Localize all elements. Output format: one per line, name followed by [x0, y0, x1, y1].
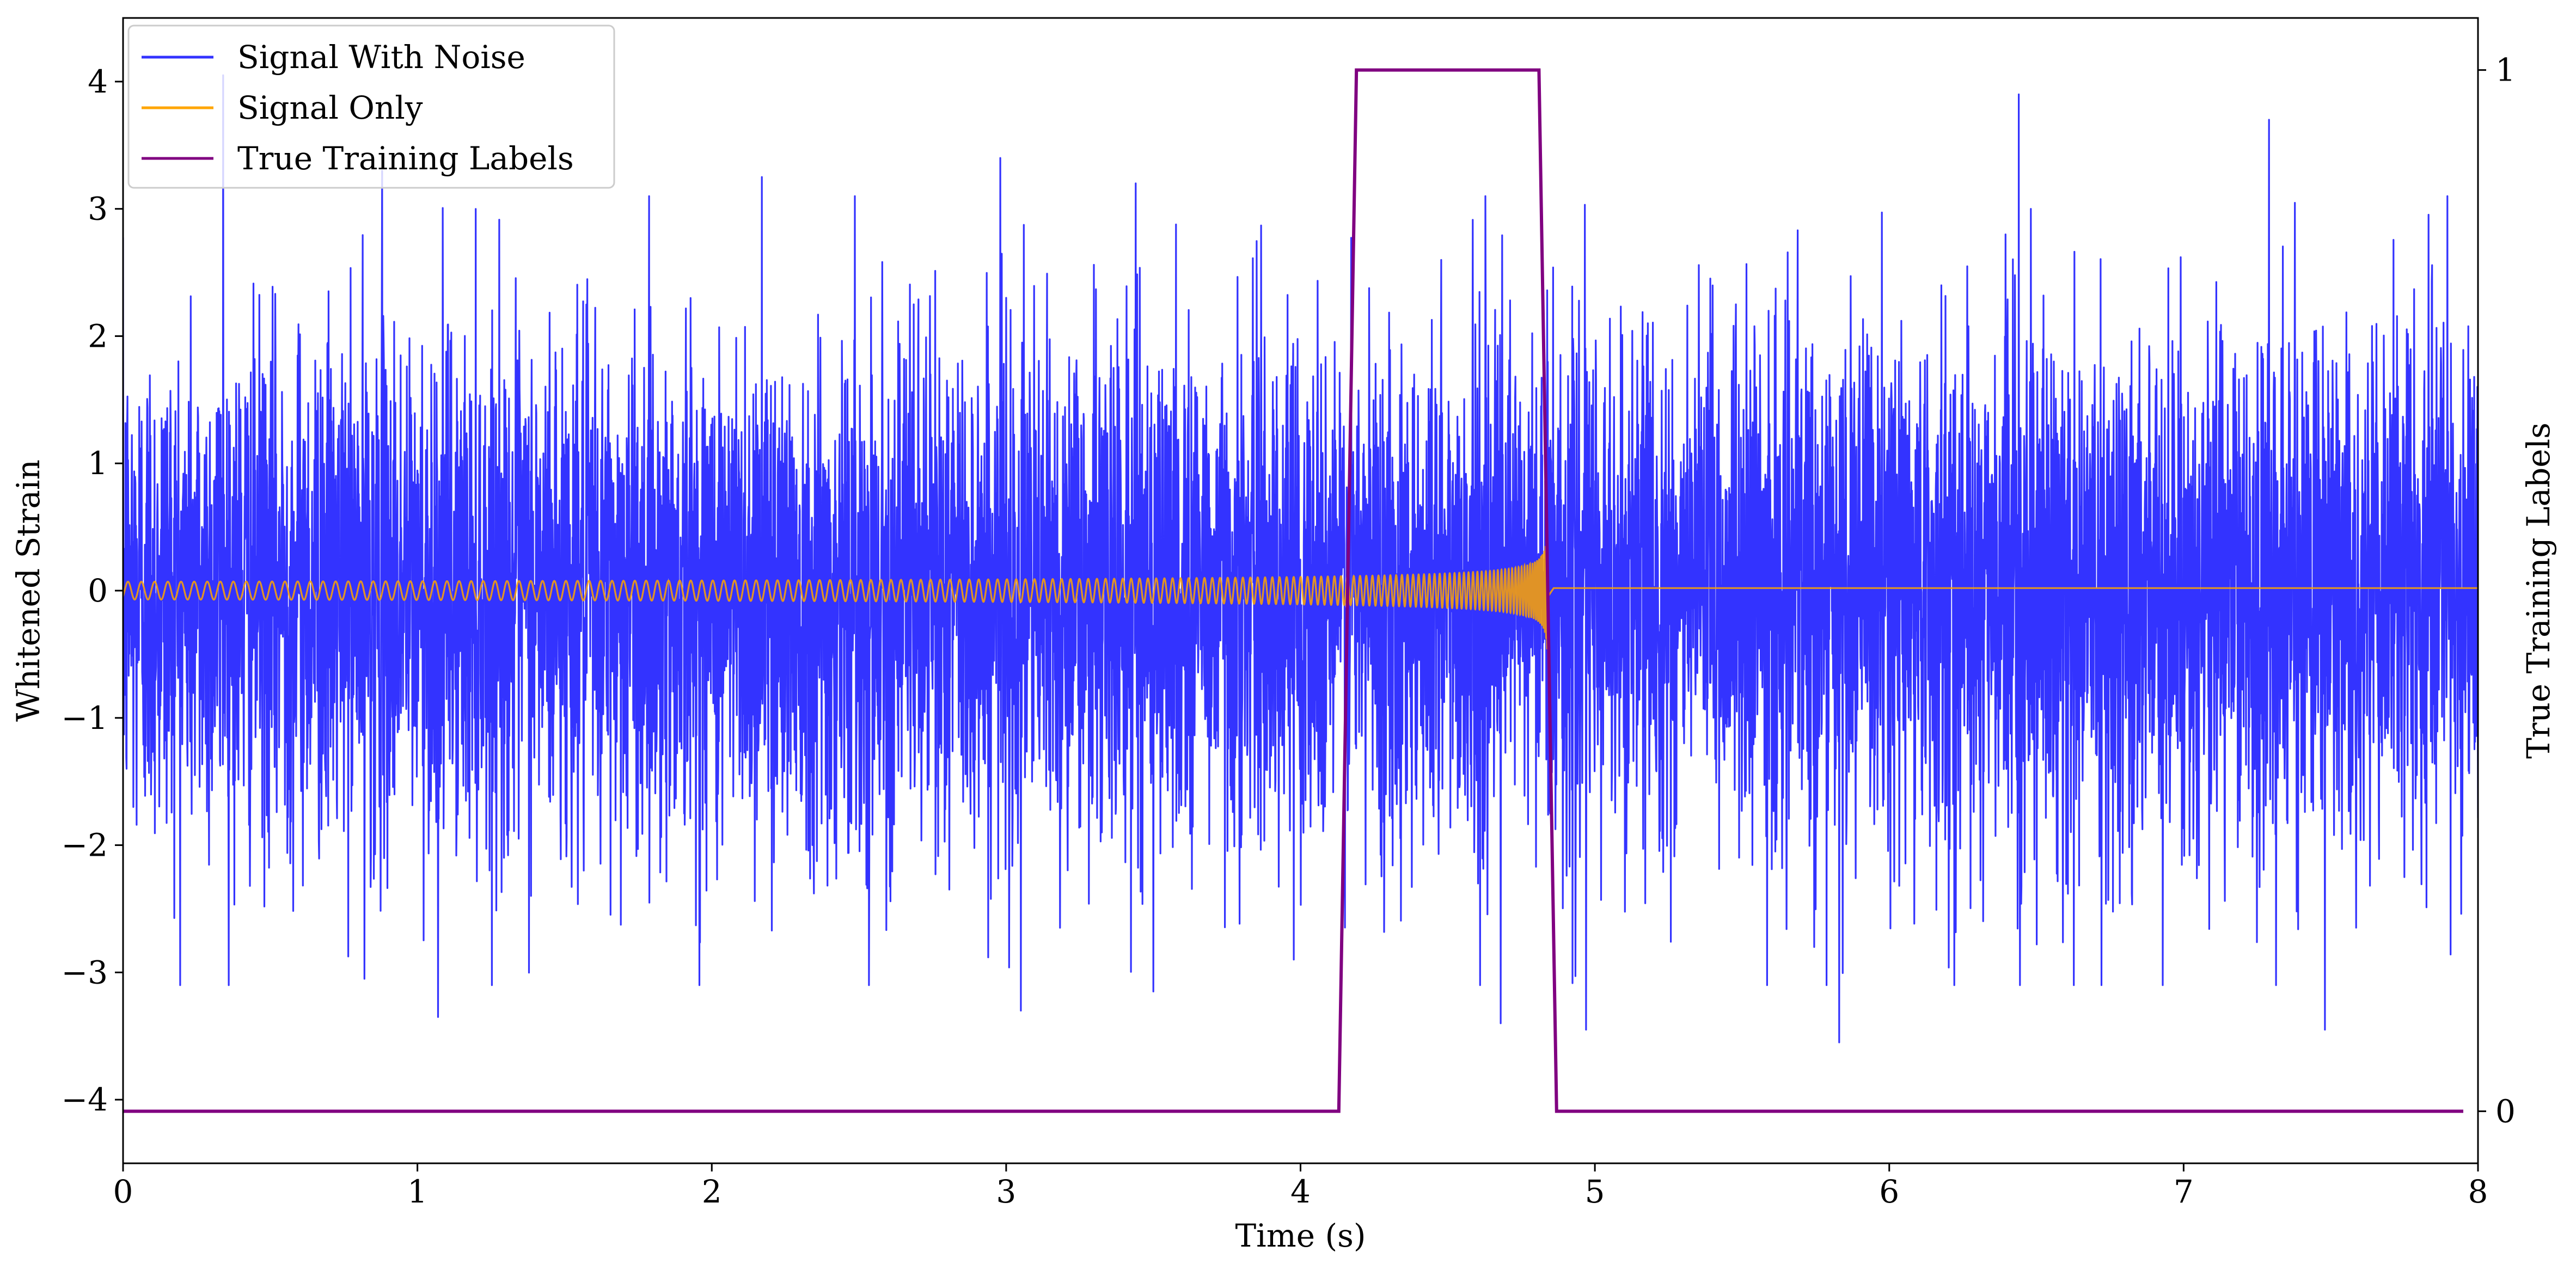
y-tick-label: 3: [88, 191, 108, 228]
y-tick-label: 2: [88, 317, 108, 354]
series-true-training-labels: [123, 68, 2463, 1113]
series-signal-with-noise: [123, 74, 2478, 1044]
plot-data: [123, 68, 2478, 1113]
y-axis-label: Whitened Strain: [10, 459, 47, 722]
y-axis-right-label: True Training Labels: [2520, 422, 2557, 759]
y-tick-label: 0: [88, 572, 108, 609]
x-tick-label: 2: [702, 1173, 722, 1210]
y-right-tick-label: 1: [2495, 52, 2516, 89]
y-tick-label: 4: [88, 63, 108, 100]
legend-box: [127, 24, 615, 189]
legend-label: True Training Labels: [237, 140, 574, 177]
x-tick-label: 4: [1290, 1173, 1311, 1210]
legend: Signal With Noise Signal Only True Trainin…: [127, 24, 615, 189]
x-tick-label: 6: [1879, 1173, 1899, 1210]
y-tick-label: 1: [88, 445, 108, 482]
x-tick-label: 0: [113, 1173, 133, 1210]
y-tick-label: −4: [62, 1081, 108, 1118]
x-tick-label: 7: [2174, 1173, 2194, 1210]
series-signal-only: [123, 522, 2478, 649]
axes: 0 1 2 3 4 5 6 7 8 −4 −3 −2 −1 0 1 2 3 4 0 1: [62, 52, 2516, 1210]
y-right-tick-label: 0: [2495, 1093, 2516, 1130]
x-tick-label: 8: [2468, 1173, 2488, 1210]
x-tick-label: 5: [1585, 1173, 1605, 1210]
x-axis-label: Time (s): [1235, 1217, 1366, 1254]
y-tick-label: −3: [62, 954, 108, 991]
y-tick-label: −1: [62, 700, 108, 737]
y-tick-label: −2: [62, 827, 108, 864]
x-tick-label: 1: [407, 1173, 427, 1210]
x-tick-label: 3: [996, 1173, 1016, 1210]
legend-label: Signal With Noise: [237, 39, 525, 76]
legend-label: Signal Only: [237, 89, 423, 126]
